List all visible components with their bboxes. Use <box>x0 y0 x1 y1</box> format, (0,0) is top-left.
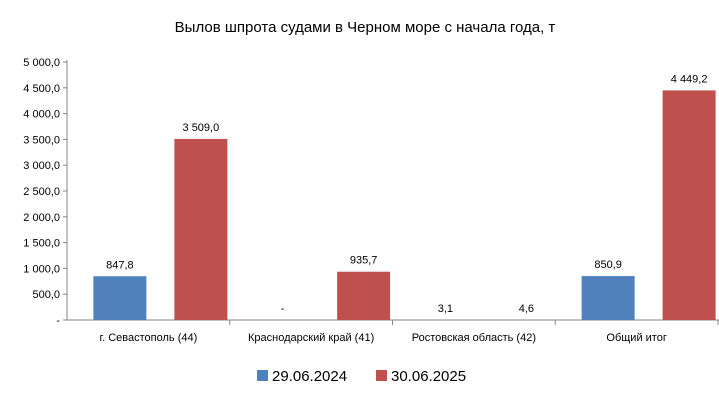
y-tick-label: 1 000,0 <box>23 263 60 275</box>
chart-axes: - 500,0 1 000,0 1 500,0 2 000,0 2 500,0 3 000,… <box>23 57 719 327</box>
chart-title: Вылов шпрота судами в Черном море с нача… <box>175 19 556 36</box>
category-label: Ростовская область (42) <box>412 332 536 344</box>
chart-legend: 29.06.2024 30.06.2025 <box>257 368 466 385</box>
y-tick-label: 2 000,0 <box>23 212 60 224</box>
y-tick-label: 1 500,0 <box>23 238 60 250</box>
y-tick-label: 5 000,0 <box>23 57 60 69</box>
category-label: Общий итог <box>606 332 666 344</box>
category-label: Краснодарский край (41) <box>248 332 374 344</box>
legend-label: 29.06.2024 <box>272 368 347 385</box>
data-label: - <box>281 303 285 315</box>
chart-category-labels: г. Севастополь (44) Краснодарский край (4… <box>99 332 666 344</box>
data-label: 4,6 <box>519 303 534 315</box>
y-tick-label: 4 000,0 <box>23 109 60 121</box>
category-label: г. Севастополь (44) <box>99 332 197 344</box>
y-tick-label: 4 500,0 <box>23 83 60 95</box>
bar <box>337 271 391 320</box>
data-label: 3 509,0 <box>183 122 220 134</box>
data-label: 847,8 <box>106 259 134 271</box>
legend-swatch <box>376 370 387 381</box>
chart-bars <box>93 90 716 320</box>
bar <box>581 276 635 320</box>
data-label: 935,7 <box>350 255 378 267</box>
y-tick-label: - <box>56 315 60 327</box>
y-tick-label: 3 000,0 <box>23 160 60 172</box>
data-label: 850,9 <box>594 259 622 271</box>
data-label: 4 449,2 <box>671 73 708 85</box>
y-tick-label: 3 500,0 <box>23 134 60 146</box>
y-tick-label: 2 500,0 <box>23 186 60 198</box>
y-tick-label: 500,0 <box>32 289 60 301</box>
legend-label: 30.06.2025 <box>391 368 466 385</box>
bar <box>93 276 147 320</box>
bar <box>174 138 228 320</box>
bar <box>662 90 716 320</box>
legend-swatch <box>257 370 268 381</box>
chart-data-labels: 847,8 - 3,1 850,9 3 509,0 935,7 4,6 4 449,2 <box>106 73 707 315</box>
data-label: 3,1 <box>438 303 453 315</box>
